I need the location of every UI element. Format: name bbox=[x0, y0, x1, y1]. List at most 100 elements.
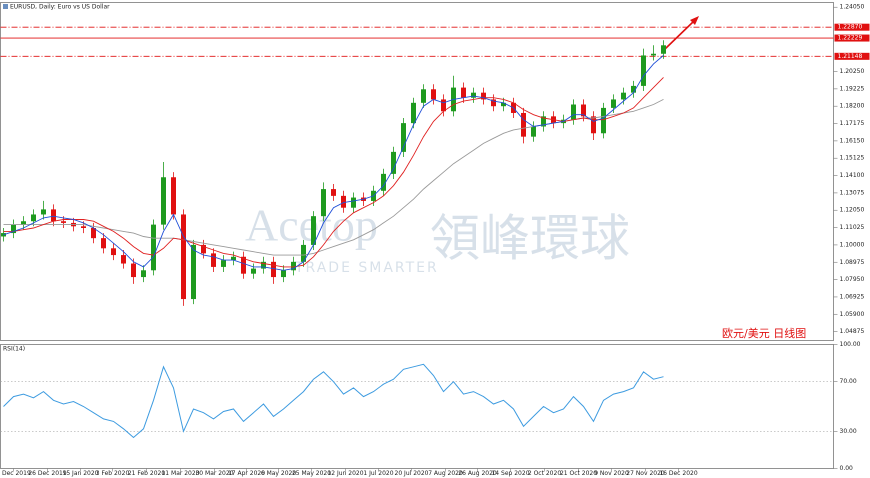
candle-body bbox=[251, 268, 256, 274]
y-tick-label: 1.14100 bbox=[840, 172, 865, 179]
y-tick-label: 1.20250 bbox=[840, 68, 865, 75]
candle-body bbox=[31, 214, 36, 222]
y-tick-label: 70.00 bbox=[840, 378, 857, 385]
x-tick-label: 30 Mar 2020 bbox=[195, 470, 233, 477]
candle-body bbox=[81, 226, 86, 229]
symbol-icon bbox=[3, 4, 8, 9]
candle-body bbox=[641, 55, 646, 86]
candle-body bbox=[181, 214, 186, 300]
candle-body bbox=[241, 256, 246, 274]
x-tick-label: 6 May 2020 bbox=[261, 470, 296, 477]
watermark: Acetop 領峰環球 TRADE SMARTER bbox=[245, 200, 630, 276]
y-tick-label: 1.13075 bbox=[840, 189, 865, 196]
x-tick-label: 15 Jan 2020 bbox=[63, 470, 99, 477]
candle-body bbox=[471, 92, 476, 98]
x-tick-label: 21 Oct 2020 bbox=[560, 470, 597, 477]
rsi-line bbox=[3, 363, 664, 439]
candle-body bbox=[461, 87, 466, 98]
watermark-text: 領峰環球 bbox=[430, 210, 630, 268]
x-tick-label: 1 Jul 2020 bbox=[363, 470, 393, 477]
candle-body bbox=[161, 177, 166, 225]
candle-body bbox=[261, 261, 266, 269]
candle-body bbox=[321, 189, 326, 217]
candle-body bbox=[311, 216, 316, 245]
candle-body bbox=[391, 151, 396, 174]
candle-body bbox=[91, 228, 96, 239]
candle-body bbox=[41, 209, 46, 215]
candle-body bbox=[611, 99, 616, 108]
x-tick-label: 3 Feb 2020 bbox=[96, 470, 130, 477]
annotation: 欧元/美元 日线图 bbox=[722, 326, 806, 340]
candle-body bbox=[661, 45, 666, 54]
candle-body bbox=[11, 224, 16, 234]
price-level-box bbox=[834, 34, 870, 42]
candle-body bbox=[131, 263, 136, 278]
candle-body bbox=[51, 209, 56, 222]
x-tick-label: 6 Dec 2019 bbox=[0, 470, 31, 477]
x-tick-label: 9 Nov 2020 bbox=[594, 470, 629, 477]
candle-body bbox=[541, 116, 546, 127]
y-tick-label: 1.04875 bbox=[840, 328, 865, 335]
candle-body bbox=[381, 173, 386, 191]
y-tick-label: 1.06925 bbox=[840, 293, 865, 300]
x-tick-label: 7 Aug 2020 bbox=[428, 470, 463, 477]
rsi-title: RSI(14) bbox=[3, 346, 25, 353]
candle-body bbox=[401, 123, 406, 152]
price-level-box bbox=[834, 23, 870, 31]
candle-body bbox=[441, 99, 446, 112]
candle-body bbox=[651, 53, 656, 56]
candle-body bbox=[521, 112, 526, 137]
price-panel bbox=[0, 2, 834, 341]
x-tick-label: 20 Jul 2020 bbox=[395, 470, 429, 477]
candle-body bbox=[291, 261, 296, 271]
y-tick-label: 30.00 bbox=[840, 428, 857, 435]
candle-body bbox=[21, 221, 26, 225]
candle-body bbox=[601, 107, 606, 134]
candle-body bbox=[121, 255, 126, 264]
candle-body bbox=[491, 99, 496, 107]
candle-body bbox=[621, 92, 626, 100]
candle-body bbox=[151, 224, 156, 271]
price-level-label: 1.21148 bbox=[838, 53, 863, 60]
x-tick-label: 16 Dec 2020 bbox=[659, 470, 698, 477]
y-tick-label: 1.17175 bbox=[840, 120, 865, 127]
y-tick-label: 1.05900 bbox=[840, 311, 865, 318]
candle-body bbox=[341, 195, 346, 208]
candle-body bbox=[101, 238, 106, 249]
x-tick-label: 26 Aug 2020 bbox=[458, 470, 497, 477]
candles bbox=[1, 40, 666, 306]
candle-body bbox=[351, 197, 356, 208]
x-tick-label: 2 Oct 2020 bbox=[528, 470, 561, 477]
price-level-label: 1.22870 bbox=[838, 24, 863, 31]
candle-body bbox=[631, 85, 636, 93]
candle-body bbox=[191, 244, 196, 300]
y-tick-label: 100.00 bbox=[840, 341, 861, 348]
candle-body bbox=[481, 92, 486, 100]
y-tick-label: 1.12050 bbox=[840, 207, 865, 214]
x-tick-label: 25 May 2020 bbox=[292, 470, 331, 477]
chart-title: EURUSD, Daily: Euro vs US Dollar bbox=[10, 4, 110, 11]
candle-body bbox=[141, 270, 146, 278]
y-tick-label: 1.19225 bbox=[840, 85, 865, 92]
candle-body bbox=[211, 253, 216, 267]
x-tick-label: 27 Nov 2020 bbox=[626, 470, 665, 477]
moving-average bbox=[3, 55, 664, 271]
y-tick-label: 1.18200 bbox=[840, 103, 865, 110]
candle-body bbox=[571, 104, 576, 120]
candle-body bbox=[171, 177, 176, 215]
price-level-label: 1.22229 bbox=[838, 35, 863, 42]
candle-body bbox=[431, 89, 436, 100]
candle-body bbox=[531, 126, 536, 137]
moving-average bbox=[3, 77, 664, 268]
candle-body bbox=[61, 221, 66, 223]
candle-body bbox=[421, 89, 426, 103]
x-tick-label: 11 Mar 2020 bbox=[161, 470, 199, 477]
y-tick-label: 1.16150 bbox=[840, 137, 865, 144]
x-tick-label: 21 Feb 2020 bbox=[128, 470, 166, 477]
y-tick-label: 1.10000 bbox=[840, 241, 865, 248]
candle-body bbox=[221, 260, 226, 267]
candle-body bbox=[331, 189, 336, 196]
y-tick-label: 1.07950 bbox=[840, 276, 865, 283]
y-tick-label: 1.08975 bbox=[840, 259, 865, 266]
